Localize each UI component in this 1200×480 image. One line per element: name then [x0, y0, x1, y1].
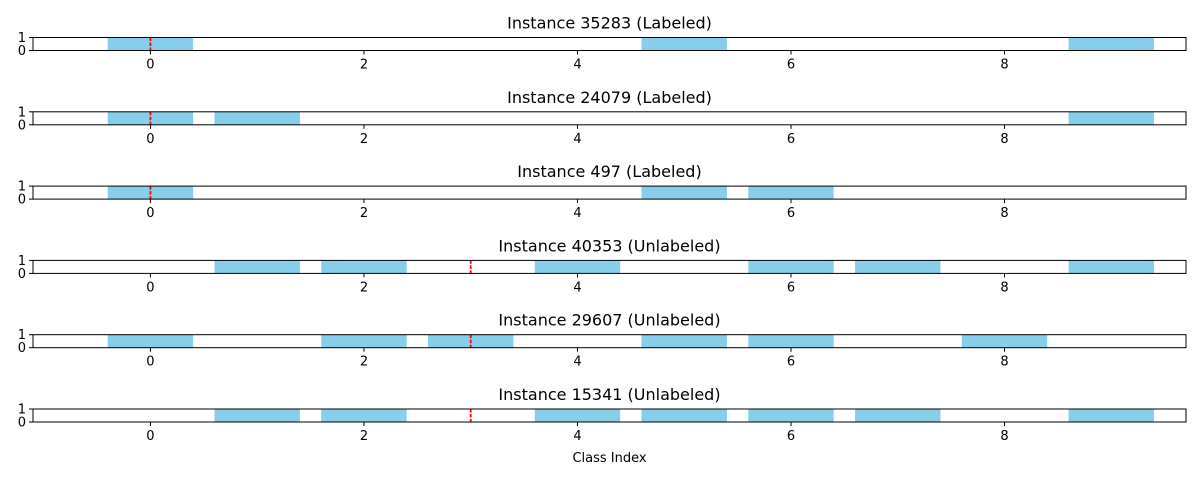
- x-tick-label: 6: [787, 206, 795, 221]
- x-tick-label: 0: [146, 429, 154, 444]
- x-tick-label: 0: [146, 58, 154, 73]
- x-tick-label: 6: [787, 280, 795, 295]
- y-tick-label: 1: [18, 31, 26, 46]
- y-tick-label: 1: [18, 180, 26, 195]
- axes-frame: [32, 111, 1187, 126]
- bar: [1068, 409, 1154, 422]
- panel-3: Instance 40353 (Unlabeled)010 2 4 6 8: [18, 236, 1187, 295]
- x-tick-label: 8: [1000, 429, 1008, 444]
- y-tick-label: 0: [18, 118, 26, 133]
- y-tick-label: 0: [18, 267, 26, 282]
- y-tick-label: 1: [18, 328, 26, 343]
- panel-2: Instance 497 (Labeled)010 2 4 6 8: [18, 162, 1187, 221]
- axes-frame: [32, 37, 1187, 51]
- x-tick-label: 6: [787, 58, 795, 73]
- bar: [748, 260, 834, 274]
- x-tick-label: 0: [146, 206, 154, 221]
- axes-frame: [32, 408, 1187, 423]
- panel-title: Instance 497 (Labeled): [517, 162, 701, 181]
- y-tick-label: 0: [18, 193, 26, 208]
- panel-1: Instance 24079 (Labeled)010 2 4 6 8: [18, 88, 1187, 147]
- bar: [1068, 37, 1154, 51]
- x-tick-label: 2: [360, 58, 368, 73]
- x-tick-label: 6: [787, 429, 795, 444]
- bar: [321, 334, 407, 348]
- panel-title: Instance 24079 (Labeled): [507, 88, 712, 107]
- panel-title: Instance 15341 (Unlabeled): [498, 385, 720, 404]
- y-tick-label: 1: [18, 254, 26, 269]
- x-tick-label: 8: [1000, 58, 1008, 73]
- bar: [214, 409, 300, 422]
- bar: [961, 334, 1048, 348]
- bar: [321, 260, 407, 274]
- bar: [748, 186, 834, 200]
- bar: [748, 409, 834, 422]
- bar: [1068, 111, 1154, 125]
- x-tick-label: 0: [146, 280, 154, 295]
- bar: [321, 409, 407, 422]
- bar: [855, 260, 941, 274]
- x-tick-label: 0: [146, 132, 154, 147]
- x-tick-label: 4: [573, 280, 581, 295]
- y-tick-label: 1: [18, 403, 26, 418]
- bar: [214, 260, 300, 274]
- y-tick-label: 0: [18, 416, 26, 431]
- panel-4: Instance 29607 (Unlabeled)010 2 4 6 8: [18, 311, 1187, 370]
- x-axis-label: Class Index: [572, 451, 646, 466]
- y-tick-label: 0: [18, 341, 26, 356]
- bar: [748, 334, 834, 348]
- x-tick-label: 4: [573, 355, 581, 370]
- panel-title: Instance 35283 (Labeled): [507, 14, 712, 33]
- x-tick-label: 4: [573, 132, 581, 147]
- x-tick-label: 8: [1000, 280, 1008, 295]
- x-tick-label: 2: [360, 355, 368, 370]
- x-tick-label: 4: [573, 58, 581, 73]
- axes-frame: [32, 334, 1187, 349]
- x-tick-label: 4: [573, 206, 581, 221]
- y-tick-label: 1: [18, 105, 26, 120]
- panel-title: Instance 29607 (Unlabeled): [498, 311, 720, 330]
- x-tick-label: 6: [787, 355, 795, 370]
- axes-frame: [32, 185, 1187, 200]
- x-tick-label: 2: [360, 132, 368, 147]
- bar: [641, 37, 727, 51]
- bar: [1068, 260, 1154, 274]
- panel-title: Instance 40353 (Unlabeled): [498, 236, 720, 255]
- x-tick-label: 4: [573, 429, 581, 444]
- bar: [641, 186, 727, 200]
- panel-0: Instance 35283 (Labeled)010 2 4 6 8: [18, 14, 1187, 73]
- bar: [214, 111, 300, 125]
- x-tick-label: 8: [1000, 355, 1008, 370]
- y-tick-label: 0: [18, 44, 26, 59]
- bar: [855, 409, 941, 422]
- bar: [534, 260, 621, 274]
- x-tick-label: 2: [360, 280, 368, 295]
- x-tick-label: 8: [1000, 132, 1008, 147]
- axes-frame: [32, 259, 1187, 274]
- x-tick-label: 2: [360, 429, 368, 444]
- bar: [641, 409, 727, 422]
- bar: [641, 334, 727, 348]
- bar: [107, 334, 194, 348]
- x-tick-label: 6: [787, 132, 795, 147]
- x-tick-label: 0: [146, 355, 154, 370]
- x-tick-label: 8: [1000, 206, 1008, 221]
- x-tick-label: 2: [360, 206, 368, 221]
- panel-5: Instance 15341 (Unlabeled)010 2 4 6 8: [18, 385, 1187, 444]
- bar: [534, 409, 621, 422]
